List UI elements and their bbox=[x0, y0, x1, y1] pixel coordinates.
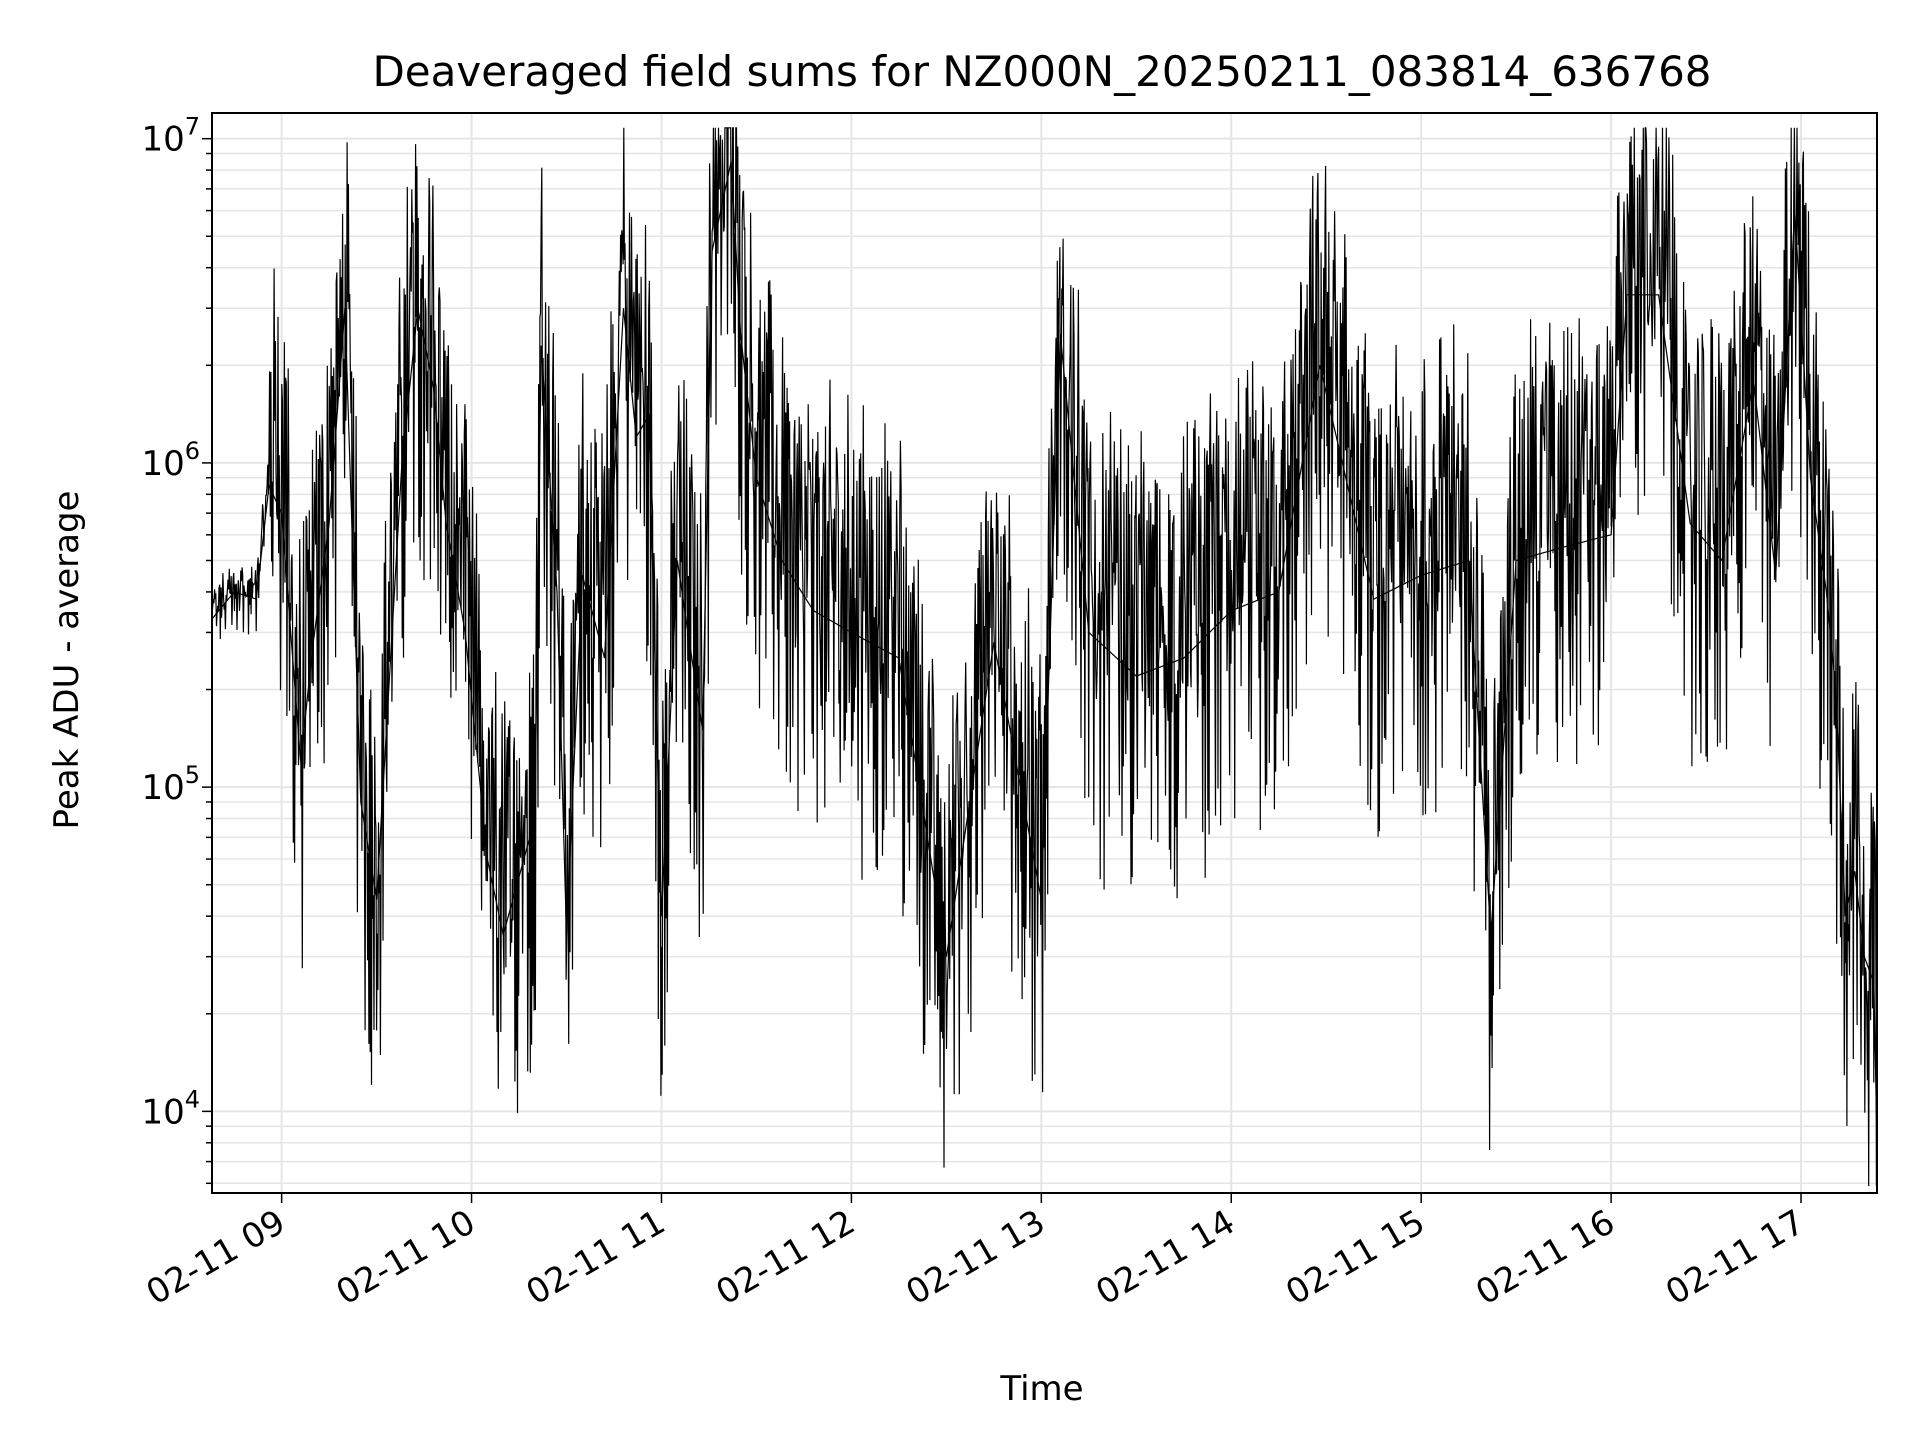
series-anchor-line bbox=[211, 161, 1878, 1143]
x-axis-label: Time bbox=[999, 1369, 1083, 1409]
y-axis-label: Peak ADU - average bbox=[47, 491, 87, 830]
plot-frame bbox=[211, 112, 1878, 1194]
y-tick-label: 105 bbox=[141, 761, 200, 808]
series-line bbox=[211, 127, 1878, 1187]
chart-title: Deaveraged field sums for NZ000N_2025021… bbox=[372, 47, 1711, 96]
series-layer bbox=[211, 127, 1878, 1187]
y-tick-label: 104 bbox=[141, 1085, 200, 1132]
y-tick-label: 106 bbox=[141, 437, 200, 484]
y-tick-label: 107 bbox=[141, 113, 200, 160]
